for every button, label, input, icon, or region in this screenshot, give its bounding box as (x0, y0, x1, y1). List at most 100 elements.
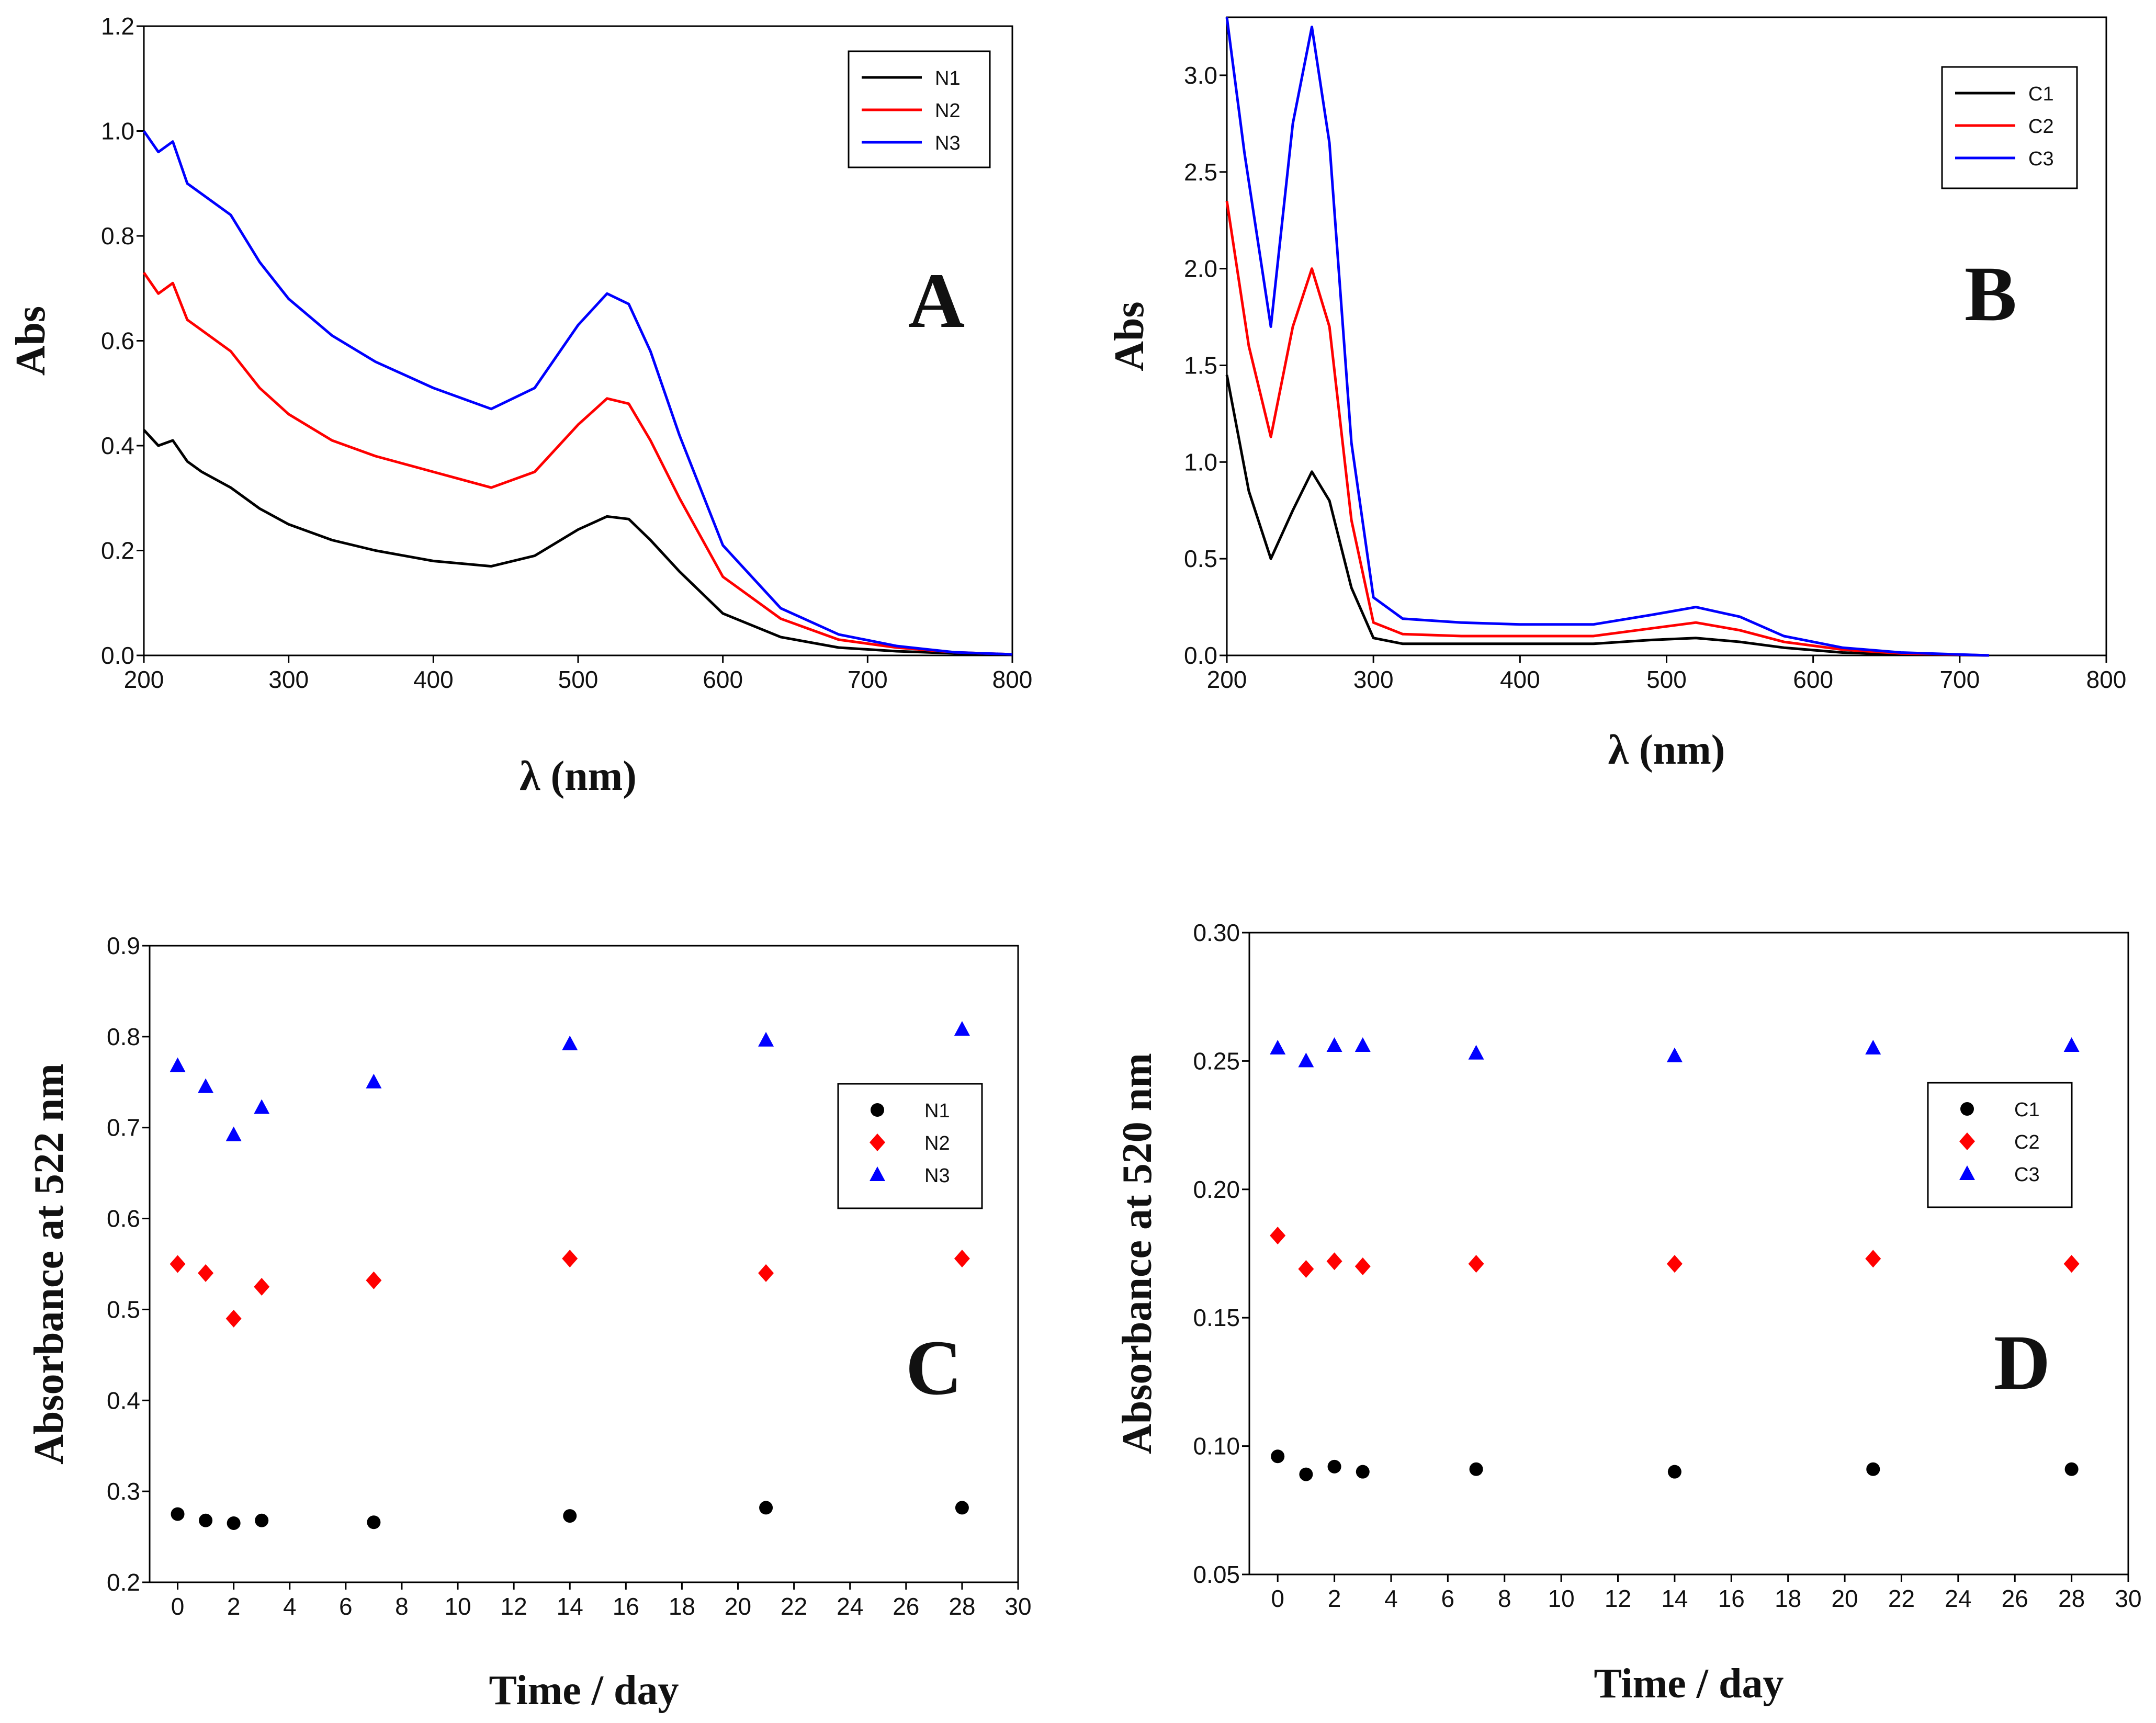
x-tick-label: 6 (1441, 1585, 1455, 1612)
data-point-n1 (563, 1509, 577, 1523)
y-tick-label: 0.3 (107, 1478, 140, 1505)
data-point-n2 (562, 1250, 578, 1268)
data-point-n1 (227, 1516, 241, 1530)
data-point-n1 (955, 1501, 969, 1515)
x-tick-label: 400 (413, 666, 454, 693)
data-point-c3 (1354, 1037, 1371, 1052)
data-point-c3 (1468, 1045, 1484, 1060)
data-point-n2 (198, 1264, 214, 1282)
data-point-c2 (1298, 1260, 1314, 1278)
data-point-c2 (1270, 1227, 1286, 1245)
data-point-n3 (954, 1021, 970, 1036)
panel-c-scatter-chart: 0 2 4 6 8 10 12 14 16 18 20 22 24 26 28 300.20.30.40.50… (26, 932, 1032, 1714)
x-tick-label: 400 (1500, 666, 1540, 693)
y-tick-label: 0.8 (101, 222, 134, 250)
plot-frame (1248, 932, 2129, 1575)
x-tick-label: 14 (557, 1593, 583, 1620)
series-line-n1 (143, 429, 1013, 656)
data-point-n1 (199, 1513, 213, 1527)
data-point-c3 (2063, 1037, 2080, 1052)
data-point-c1 (1299, 1467, 1313, 1481)
y-tick-label: 0.0 (1184, 642, 1217, 669)
legend-box (837, 1083, 983, 1209)
legend-marker (871, 1103, 884, 1117)
x-tick-label: 600 (1793, 666, 1833, 693)
panel-a-line-chart: 200 300 400 500 600 700 800 0.0 0.2 0.4 0.6 0.8 1.0 1… (8, 13, 1032, 799)
data-point-c3 (1326, 1037, 1342, 1052)
y-tick-label: 2.5 (1184, 158, 1217, 186)
y-tick-label: 0.25 (1193, 1047, 1240, 1074)
x-tick-label: 6 (339, 1593, 353, 1620)
x-axis-label: Time / day (1594, 1661, 1784, 1707)
data-point-c1 (1356, 1465, 1370, 1479)
y-axis-label: Absorbance at 522 nm (26, 1063, 72, 1465)
y-tick-label: 0.15 (1193, 1304, 1240, 1331)
data-point-c1 (1327, 1459, 1341, 1473)
legend-box (1941, 66, 2078, 189)
x-tick-label: 24 (1945, 1585, 1971, 1612)
x-tick-label: 200 (1207, 666, 1247, 693)
x-tick-label: 20 (725, 1593, 751, 1620)
y-tick-label: 2.0 (1184, 255, 1217, 282)
legend-label: N1 (924, 1100, 950, 1122)
x-tick-label: 200 (124, 666, 164, 693)
data-point-c2 (1468, 1255, 1484, 1273)
data-point-n2 (954, 1250, 970, 1268)
panel-letter: C (906, 1324, 962, 1411)
panel-letter: A (908, 257, 965, 344)
data-point-n1 (171, 1507, 185, 1521)
y-tick-label: 0.0 (101, 642, 134, 669)
x-tick-label: 0 (171, 1593, 185, 1620)
series-line-c2 (1225, 200, 1989, 657)
x-tick-label: 28 (949, 1593, 975, 1620)
y-tick-label: 0.6 (101, 327, 134, 355)
data-point-n1 (367, 1515, 381, 1529)
y-tick-label: 1.2 (101, 13, 134, 40)
y-tick-label: 0.4 (101, 432, 134, 459)
y-axis-label: Abs (8, 306, 54, 376)
data-point-n2 (225, 1309, 242, 1328)
x-tick-label: 8 (395, 1593, 409, 1620)
data-point-n3 (366, 1073, 382, 1089)
data-point-c2 (2063, 1255, 2080, 1273)
data-point-n2 (170, 1255, 186, 1273)
legend-marker (1959, 1165, 1975, 1180)
plot-frame (149, 945, 1019, 1583)
data-point-c1 (1469, 1462, 1483, 1476)
data-point-n3 (758, 1031, 774, 1047)
y-tick-label: 1.0 (1184, 448, 1217, 475)
x-axis-label: Time / day (489, 1668, 679, 1714)
data-point-n3 (170, 1057, 186, 1072)
series-line-c1 (1225, 375, 1989, 657)
legend-label: C3 (2028, 148, 2054, 170)
x-tick-label: 22 (781, 1593, 807, 1620)
legend-label: N2 (924, 1132, 950, 1154)
x-tick-label: 500 (1646, 666, 1687, 693)
y-tick-label: 0.5 (107, 1296, 140, 1323)
x-tick-label: 8 (1498, 1585, 1511, 1612)
data-point-n3 (254, 1099, 270, 1114)
legend-label: C2 (2014, 1131, 2040, 1153)
data-point-n3 (225, 1126, 242, 1141)
legend-label: N2 (935, 100, 961, 122)
x-tick-label: 2 (227, 1593, 241, 1620)
x-tick-label: 300 (268, 666, 309, 693)
x-tick-label: 2 (1328, 1585, 1341, 1612)
data-point-n1 (255, 1513, 269, 1527)
legend-label: C1 (2014, 1099, 2040, 1121)
panel-letter: D (1994, 1319, 2050, 1406)
x-tick-label: 18 (669, 1593, 695, 1620)
x-tick-label: 600 (703, 666, 743, 693)
legend-marker (870, 1133, 885, 1151)
data-point-c3 (1298, 1052, 1314, 1068)
panel-d-scatter-chart: 0 2 4 6 8 10 12 14 16 18 20 22 24 26 28 300.050.100.150… (1114, 919, 2142, 1707)
legend-marker (870, 1166, 885, 1181)
x-tick-label: 12 (1605, 1585, 1631, 1612)
x-tick-label: 4 (283, 1593, 297, 1620)
legend-marker (1959, 1132, 1975, 1150)
x-tick-label: 30 (1004, 1593, 1031, 1620)
y-tick-label: 0.5 (1184, 545, 1217, 572)
data-point-n2 (254, 1277, 270, 1296)
legend-label: C1 (2028, 83, 2054, 105)
data-point-c2 (1326, 1252, 1342, 1271)
